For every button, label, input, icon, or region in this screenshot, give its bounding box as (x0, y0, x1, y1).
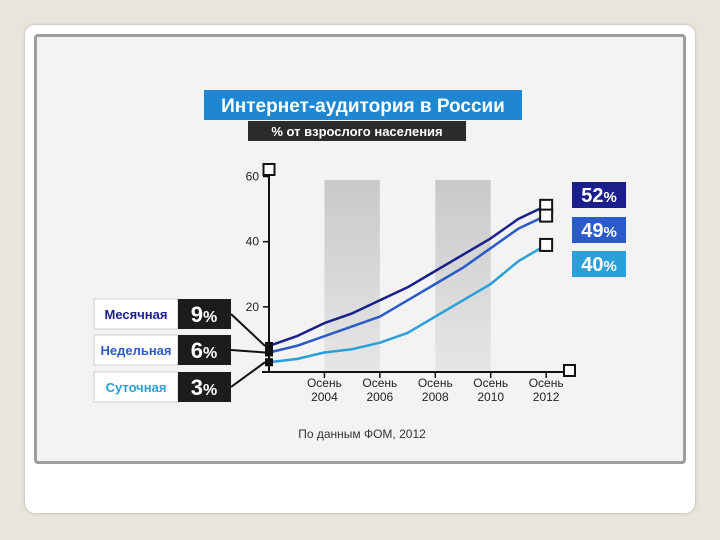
source-note: По данным ФОМ, 2012 (298, 427, 426, 441)
series-line (268, 204, 547, 348)
series-name-box (93, 371, 179, 403)
start-value-box (178, 372, 231, 402)
x-tick-label: Осень 2006 (362, 376, 397, 404)
label-connector (230, 313, 266, 347)
series-name-box (93, 334, 179, 366)
series-end-marker (539, 208, 554, 223)
series-name-label: Месячная (105, 307, 168, 322)
series-line (268, 214, 547, 354)
y-tick-label: 60 (246, 170, 260, 184)
series-end-marker (539, 237, 554, 252)
y-tick-label: 40 (246, 235, 260, 249)
period-band (324, 180, 380, 372)
end-value-label: 52% (581, 185, 617, 207)
period-band (435, 180, 491, 372)
series-start-marker (265, 341, 273, 350)
start-value-box (178, 335, 231, 365)
x-tick-label: Осень 2012 (529, 376, 564, 404)
end-value-label: 49% (581, 220, 617, 242)
x-tick-label: Осень 2010 (473, 376, 508, 404)
label-connector (230, 361, 266, 388)
subtitle-box (248, 121, 466, 141)
start-value-label: 3% (191, 375, 217, 400)
start-value-label: 6% (191, 338, 217, 363)
end-value-box (572, 251, 626, 277)
series-name-box (93, 298, 179, 330)
y-axis-end-marker (262, 163, 276, 176)
series-start-marker (265, 358, 273, 367)
series-name-label: Недельная (100, 343, 171, 358)
y-tick-label: 20 (246, 300, 260, 314)
chart-subtitle: % от взрослого населения (271, 124, 442, 139)
x-tick-label: Осень 2004 (307, 376, 342, 404)
chart-title: Интернет-аудитория в России (221, 96, 505, 117)
series-start-marker (265, 348, 273, 357)
start-value-box (178, 299, 231, 329)
end-value-label: 40% (581, 254, 617, 276)
start-value-label: 9% (191, 302, 217, 327)
x-tick-label: Осень 2008 (418, 376, 453, 404)
label-connector (230, 349, 266, 354)
end-value-box (572, 217, 626, 243)
title-box (204, 90, 522, 120)
end-value-box (572, 182, 626, 208)
series-name-label: Суточная (106, 380, 167, 395)
series-line (268, 243, 547, 364)
x-axis-end-marker (563, 364, 576, 377)
